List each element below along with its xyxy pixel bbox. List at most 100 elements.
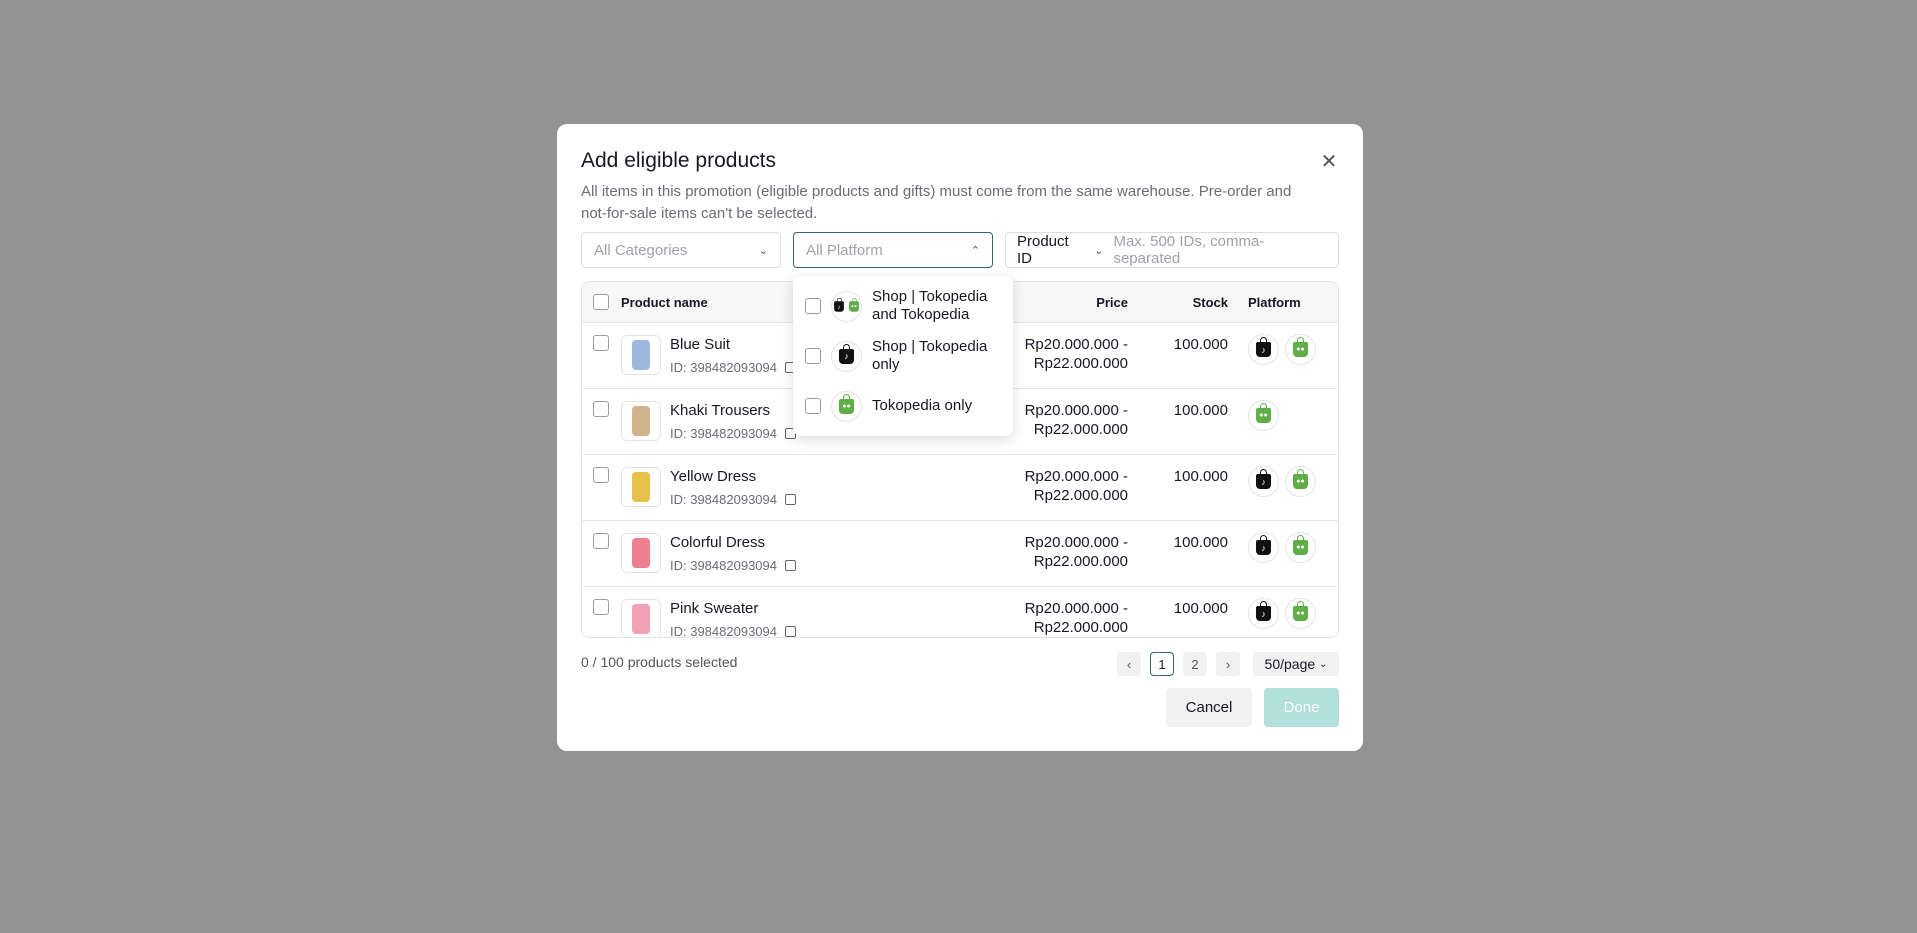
header-stock: Stock bbox=[1192, 294, 1228, 310]
tokopedia-icon: ●● bbox=[849, 297, 859, 312]
platform-badge: ●● bbox=[1285, 466, 1316, 497]
row-checkbox[interactable] bbox=[593, 599, 609, 615]
product-price: Rp20.000.000 - Rp22.000.000 bbox=[1024, 534, 1128, 570]
platform-badge: ●● bbox=[1285, 532, 1316, 563]
tokopedia-icon: ●● bbox=[1293, 535, 1308, 555]
chevron-down-icon: ⌄ bbox=[1319, 658, 1328, 670]
tiktok-shop-icon: ♪ bbox=[1256, 337, 1271, 357]
product-id: ID: 398482093094 bbox=[670, 492, 796, 507]
tiktok-shop-icon: ♪ bbox=[1256, 535, 1271, 555]
platform-option[interactable]: ♪ Shop | Tokopedia only bbox=[805, 334, 1002, 378]
option-label: Tokopedia only bbox=[872, 397, 973, 414]
tokopedia-icon: ●● bbox=[1256, 403, 1271, 423]
prev-page-button[interactable]: ‹ bbox=[1117, 652, 1141, 676]
platform-placeholder: All Platform bbox=[806, 241, 883, 259]
platform-badge: ●● bbox=[1285, 334, 1316, 365]
product-thumbnail bbox=[621, 335, 661, 375]
tiktok-shop-icon: ♪ bbox=[1256, 601, 1271, 621]
platform-icons: ♪ ●● bbox=[1248, 532, 1316, 563]
chevron-down-icon: ⌄ bbox=[758, 244, 768, 257]
product-price: Rp20.000.000 - Rp22.000.000 bbox=[1024, 600, 1128, 636]
platform-option[interactable]: ♪ ●● Shop | Tokopedia and Tokopedia bbox=[805, 284, 1002, 328]
product-thumbnail bbox=[621, 599, 661, 637]
option-checkbox[interactable] bbox=[805, 348, 821, 364]
page-size-select[interactable]: 50/page ⌄ bbox=[1253, 652, 1339, 676]
done-button[interactable]: Done bbox=[1264, 688, 1339, 727]
selected-count: 0 / 100 products selected bbox=[581, 654, 738, 670]
cancel-button[interactable]: Cancel bbox=[1166, 688, 1252, 727]
platform-select[interactable]: All Platform ⌃ bbox=[793, 232, 993, 268]
close-icon[interactable]: ✕ bbox=[1320, 151, 1338, 173]
product-id-text: ID: 398482093094 bbox=[670, 492, 777, 507]
platform-option[interactable]: ●● Tokopedia only bbox=[805, 384, 972, 428]
modal-subtitle: All items in this promotion (eligible pr… bbox=[581, 183, 1292, 222]
row-checkbox[interactable] bbox=[593, 401, 609, 417]
product-thumbnail bbox=[621, 467, 661, 507]
copy-icon[interactable] bbox=[784, 494, 796, 505]
row-checkbox[interactable] bbox=[593, 467, 609, 483]
platform-badge: ♪ bbox=[1248, 466, 1279, 497]
chevron-up-icon: ⌃ bbox=[970, 244, 980, 257]
product-id-input[interactable]: Max. 500 IDs, comma-separated bbox=[1113, 233, 1265, 267]
product-stock: 100.000 bbox=[1173, 336, 1228, 353]
tokopedia-icon: ●● bbox=[839, 393, 854, 414]
option-checkbox[interactable] bbox=[805, 398, 821, 414]
copy-icon[interactable] bbox=[784, 560, 796, 571]
header-price: Price bbox=[1096, 294, 1128, 310]
table-row: Pink Sweater ID: 398482093094 Rp20.000.0… bbox=[582, 586, 1338, 638]
tokopedia-icon: ●● bbox=[1293, 601, 1308, 621]
tiktok-shop-icon: ♪ bbox=[834, 297, 844, 312]
product-price: Rp20.000.000 - Rp22.000.000 bbox=[1024, 336, 1128, 372]
option-icon: ♪ bbox=[831, 340, 862, 372]
product-id-text: ID: 398482093094 bbox=[670, 360, 777, 375]
platform-badge: ♪ bbox=[1248, 532, 1279, 563]
product-id: ID: 398482093094 bbox=[670, 360, 796, 375]
platform-badge: ●● bbox=[1248, 400, 1279, 431]
option-checkbox[interactable] bbox=[805, 298, 821, 314]
product-thumbnail bbox=[621, 533, 661, 573]
option-icon: ●● bbox=[831, 390, 862, 422]
platform-icons: ♪ ●● bbox=[1248, 598, 1316, 629]
product-price: Rp20.000.000 - Rp22.000.000 bbox=[1024, 402, 1128, 438]
row-checkbox[interactable] bbox=[593, 533, 609, 549]
row-checkbox[interactable] bbox=[593, 335, 609, 351]
product-name: Yellow Dress bbox=[670, 468, 757, 485]
select-all-checkbox[interactable] bbox=[593, 294, 609, 310]
product-price: Rp20.000.000 - Rp22.000.000 bbox=[1024, 468, 1128, 504]
page-size-label: 50/page bbox=[1264, 656, 1316, 672]
table-row: Colorful Dress ID: 398482093094 Rp20.000… bbox=[582, 520, 1338, 586]
table-row: Yellow Dress ID: 398482093094 Rp20.000.0… bbox=[582, 454, 1338, 520]
platform-icons: ♪ ●● bbox=[1248, 334, 1316, 365]
product-stock: 100.000 bbox=[1173, 600, 1228, 617]
product-name: Pink Sweater bbox=[670, 600, 759, 617]
product-id-text: ID: 398482093094 bbox=[670, 624, 777, 638]
add-products-modal: Add eligible products ✕ All items in thi… bbox=[557, 124, 1363, 751]
option-icon: ♪ ●● bbox=[831, 290, 862, 322]
tiktok-shop-icon: ♪ bbox=[1256, 469, 1271, 489]
product-id: ID: 398482093094 bbox=[670, 624, 796, 638]
product-id: ID: 398482093094 bbox=[670, 426, 796, 441]
platform-dropdown: ♪ ●● Shop | Tokopedia and Tokopedia ♪ Sho… bbox=[793, 276, 1013, 436]
product-name: Blue Suit bbox=[670, 336, 731, 353]
copy-icon[interactable] bbox=[784, 626, 796, 637]
header-product-name: Product name bbox=[621, 294, 708, 310]
header-platform: Platform bbox=[1248, 294, 1301, 310]
product-id: ID: 398482093094 bbox=[670, 558, 796, 573]
categories-placeholder: All Categories bbox=[594, 241, 688, 259]
page-1-button[interactable]: 1 bbox=[1150, 652, 1174, 676]
product-thumbnail bbox=[621, 401, 661, 441]
product-name: Colorful Dress bbox=[670, 534, 766, 551]
option-label: Shop | Tokopedia and Tokopedia bbox=[872, 288, 988, 323]
id-type-select[interactable]: Product ID bbox=[1017, 233, 1069, 267]
categories-select[interactable]: All Categories ⌄ bbox=[581, 232, 781, 268]
modal-title: Add eligible products bbox=[581, 149, 776, 172]
tokopedia-icon: ●● bbox=[1293, 469, 1308, 489]
product-stock: 100.000 bbox=[1173, 534, 1228, 551]
tiktok-shop-icon: ♪ bbox=[839, 343, 854, 364]
platform-icons: ●● bbox=[1248, 400, 1279, 431]
page-2-button[interactable]: 2 bbox=[1183, 652, 1207, 676]
product-stock: 100.000 bbox=[1173, 468, 1228, 485]
platform-icons: ♪ ●● bbox=[1248, 466, 1316, 497]
next-page-button[interactable]: › bbox=[1216, 652, 1240, 676]
chevron-down-icon[interactable]: ⌄ bbox=[1094, 244, 1104, 257]
